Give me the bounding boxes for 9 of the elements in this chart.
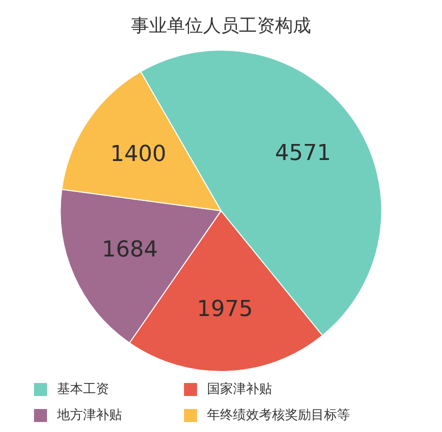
data-label: 4571 — [275, 141, 332, 166]
data-label: 1400 — [110, 142, 166, 168]
legend-label: 基本工资 — [57, 381, 109, 398]
data-label: 1684 — [102, 238, 158, 263]
legend-label: 年终绩效考核奖励目标等 — [207, 407, 350, 424]
chart-title: 事业单位人员工资构成 — [131, 15, 311, 36]
legend-label: 地方津补贴 — [57, 407, 122, 424]
legend-label: 国家津补贴 — [207, 381, 272, 398]
data-label: 1975 — [196, 297, 253, 322]
